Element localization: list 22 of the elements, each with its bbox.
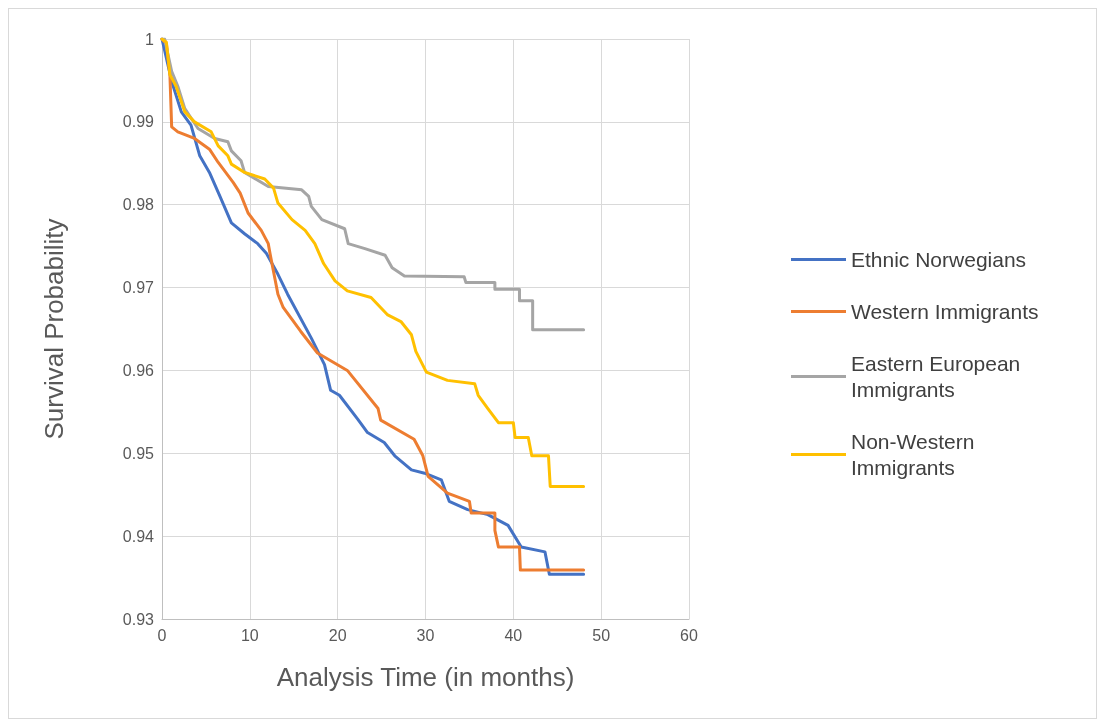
legend-label: Ethnic Norwegians	[851, 248, 1027, 271]
legend-label: Eastern European Immigrants	[851, 352, 1027, 401]
x-tick-label: 30	[416, 626, 435, 644]
x-tick-label: 20	[328, 626, 347, 644]
y-tick-label: 0.98	[122, 196, 155, 214]
y-tick-label: 0.97	[122, 279, 155, 297]
x-tick-label: 40	[504, 626, 523, 644]
x-tick-label: 10	[240, 626, 259, 644]
y-axis-title: Survival Probability	[39, 218, 69, 440]
y-tick-label: 0.94	[122, 527, 155, 545]
y-tick-label: 0.96	[122, 361, 155, 379]
legend-label: Non-Western Immigrants	[851, 430, 981, 479]
y-tick-label: 1	[145, 30, 155, 48]
x-tick-label: 60	[680, 626, 698, 644]
x-axis-title: Analysis Time (in months)	[276, 662, 575, 692]
x-tick-label: 0	[157, 626, 167, 644]
y-tick-label: 0.99	[122, 113, 155, 131]
legend-label: Western Immigrants	[851, 300, 1039, 323]
y-tick-label: 0.95	[122, 444, 155, 462]
x-tick-label: 50	[592, 626, 611, 644]
line-series	[160, 37, 586, 488]
y-tick-label: 0.93	[122, 610, 155, 628]
